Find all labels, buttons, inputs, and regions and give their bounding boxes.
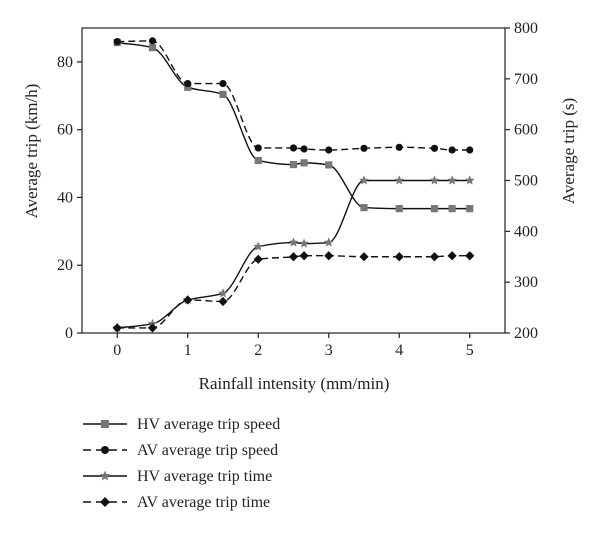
y-right-axis-label: Average trip (s) [559,98,578,204]
y-left-axis-label: Average trip (km/h) [22,84,41,219]
star-marker [429,175,440,185]
star-marker [394,175,405,185]
circle-marker [148,37,157,45]
star-marker [299,238,309,248]
y-right-tick-label: 700 [514,71,538,88]
diamond-marker [429,252,440,262]
square-marker [360,204,368,212]
legend-label-av-average-trip-speed: AV average trip speed [137,442,278,459]
x-tick-label: 5 [466,342,474,359]
legend: HV average trip speed AV average trip spe… [83,416,280,511]
diamond-marker [147,323,158,333]
y-left-tick-label: 40 [57,189,73,206]
circle-marker [430,144,439,152]
legend-label-hv-average-trip-speed: HV average trip speed [137,416,280,433]
y-right-tick-label: 300 [514,274,538,291]
x-tick-label: 4 [395,342,403,359]
y-right-tick-label: 400 [514,223,538,240]
diamond-marker [218,296,228,307]
y-left-tick-label: 20 [57,257,73,274]
diamond-marker [394,252,404,262]
star-marker [218,288,228,298]
circle-marker [466,146,474,154]
y-right-tick-label: 200 [514,325,538,342]
star-marker [288,237,299,247]
star-marker [464,175,475,185]
y-right-tick-label: 500 [514,173,538,190]
square-marker [148,44,157,52]
circle-marker [300,145,308,153]
star-marker [323,237,334,247]
square-marker [300,159,308,167]
legend-label-hv-average-trip-time: HV average trip time [137,468,272,485]
circle-marker [219,79,227,88]
diamond-marker [465,251,475,261]
circle-marker [360,144,368,152]
square-marker [289,160,298,169]
x-tick-label: 1 [184,342,192,359]
star-marker [359,175,369,185]
circle-marker [113,37,121,46]
star-marker [447,175,457,185]
square-marker [219,90,227,99]
diamond-marker [112,323,122,333]
axis-ticks: 0 1 2 3 4 5 0 20 40 60 80 200 300 400 500 600 700 800 [57,20,538,359]
series-lines [117,40,470,329]
y-left-tick-label: 0 [65,325,73,342]
circle-marker [101,446,109,454]
diamond-marker [253,254,263,264]
square-marker [448,205,456,213]
y-left-tick-label: 80 [57,54,73,71]
circle-marker [395,143,403,151]
diamond-marker [447,251,457,261]
square-marker [184,83,192,91]
y-left-tick-label: 60 [57,122,73,139]
square-marker [466,205,474,213]
square-marker [101,420,109,428]
square-marker [254,156,262,165]
square-marker [395,205,403,213]
square-marker [430,205,439,213]
y-right-tick-label: 800 [514,20,538,37]
star-marker [99,470,111,481]
diamond-marker [299,251,309,261]
series-line-av-average-trip-speed [117,40,470,151]
circle-marker [325,146,333,154]
legend-label-av-average-trip-time: AV average trip time [137,494,270,511]
x-axis-label: Rainfall intensity (mm/min) [199,374,390,393]
diamond-marker [324,251,334,261]
x-tick-label: 0 [113,342,121,359]
series-line-av-average-trip-time [117,255,470,329]
circle-marker [448,146,456,154]
x-tick-label: 3 [325,342,333,359]
x-tick-label: 2 [254,342,262,359]
diamond-marker [288,252,299,262]
series-line-hv-average-trip-speed [117,41,470,210]
series-markers [112,37,475,333]
square-marker [325,161,333,169]
circle-marker [254,144,262,152]
circle-marker [289,144,298,152]
star-marker [253,241,264,251]
diamond-marker [100,497,110,507]
y-right-tick-label: 600 [514,122,538,139]
diamond-marker [183,295,193,305]
diamond-marker [359,252,369,262]
circle-marker [184,79,192,88]
